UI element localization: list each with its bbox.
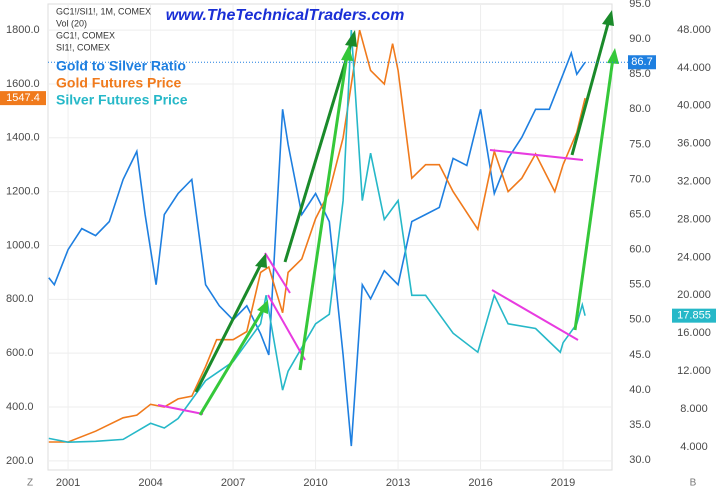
- y2-tick-label: 30.0: [629, 454, 650, 466]
- y2-tick-label: 35.0: [629, 419, 650, 431]
- series-line: [48, 50, 586, 447]
- y3-tick-label: 20.000: [677, 289, 711, 301]
- arrow: [283, 39, 354, 263]
- y3-tick-label: 24.000: [677, 251, 711, 263]
- button[interactable]: B: [690, 478, 697, 489]
- y3-tick-label: 28.000: [677, 213, 711, 225]
- series-line: [48, 29, 586, 444]
- watermark: www.TheTechnicalTraders.com: [166, 7, 405, 24]
- y3-tick-label: 12.000: [677, 365, 711, 377]
- arrow-head: [602, 10, 614, 26]
- y-tick-label: 600.0: [6, 347, 34, 359]
- arrow: [570, 19, 611, 156]
- y2-tick-label: 95.0: [629, 0, 650, 10]
- last-value-box: [0, 91, 46, 106]
- arrow-head: [345, 30, 357, 47]
- grid: [48, 4, 612, 470]
- series-line: [48, 29, 586, 443]
- header-silver: SI1!, COMEX: [56, 42, 110, 52]
- y-tick-label: 1800.0: [6, 24, 40, 36]
- header-gold: GC1!, COMEX: [56, 30, 115, 40]
- y-tick-label: 1400.0: [6, 132, 40, 144]
- y3-tick-label: 8.000: [680, 403, 708, 415]
- y2-tick-label: 45.0: [629, 349, 650, 361]
- y3-tick-label: 40.000: [677, 100, 711, 112]
- y2-tick-label: 90.0: [629, 33, 650, 45]
- button[interactable]: Z: [27, 478, 33, 489]
- trend-line: [267, 294, 306, 361]
- y3-tick-label: 16.000: [677, 327, 711, 339]
- legend-entry: Gold to Silver Ratio: [56, 58, 186, 74]
- arrow-head: [257, 300, 268, 314]
- last-value-box: [628, 55, 656, 70]
- x-tick-label: 2016: [468, 477, 492, 489]
- last-value-label: 86.7: [631, 56, 652, 68]
- y3-tick-label: 4.000: [680, 441, 708, 453]
- y2-tick-label: 40.0: [629, 384, 650, 396]
- arrow-head: [341, 45, 353, 61]
- x-tick-label: 2010: [303, 477, 327, 489]
- legend-entry: Silver Futures Price: [56, 92, 188, 108]
- y3-tick-label: 44.000: [677, 62, 711, 74]
- x-tick-label: 2007: [221, 477, 245, 489]
- last-value-box: [672, 308, 716, 323]
- arrow: [298, 54, 349, 371]
- y-tick-label: 1200.0: [6, 186, 40, 198]
- y2-tick-label: 60.0: [629, 244, 650, 256]
- y2-tick-label: 70.0: [629, 173, 650, 185]
- trend-line: [491, 289, 579, 341]
- x-tick-label: 2019: [551, 477, 575, 489]
- y2-tick-label: 55.0: [629, 279, 650, 291]
- x-tick-label: 2001: [56, 477, 80, 489]
- x-tick-label: 2013: [386, 477, 410, 489]
- arrow: [573, 57, 615, 331]
- y3-tick-label: 48.000: [677, 24, 711, 36]
- trend-line: [264, 252, 291, 294]
- trend-line: [489, 149, 584, 161]
- y-tick-label: 1000.0: [6, 239, 40, 251]
- y-tick-label: 1600.0: [6, 78, 40, 90]
- y-tick-label: 800.0: [6, 293, 34, 305]
- arrow: [198, 307, 266, 416]
- last-value-label: 1547.4: [6, 92, 40, 104]
- x-tick-label: 2004: [138, 477, 162, 489]
- y2-tick-label: 80.0: [629, 103, 650, 115]
- y2-tick-label: 75.0: [629, 138, 650, 150]
- y3-tick-label: 36.000: [677, 138, 711, 150]
- y3-tick-label: 32.000: [677, 176, 711, 188]
- annotations: [157, 10, 619, 416]
- plot-area: [47, 3, 613, 471]
- header-volume: Vol (20): [56, 18, 87, 28]
- arrow-head: [607, 48, 619, 64]
- trend-line: [157, 404, 204, 415]
- last-value-label: 17.855: [677, 310, 711, 322]
- y2-tick-label: 85.0: [629, 68, 650, 80]
- arrow: [194, 261, 264, 393]
- y-tick-label: 200.0: [6, 455, 34, 467]
- y2-tick-label: 65.0: [629, 208, 650, 220]
- header-symbol: GC1!/SI1!, 1M, COMEX: [56, 6, 151, 16]
- arrow-head: [255, 253, 267, 268]
- y-tick-label: 400.0: [6, 401, 34, 413]
- legend-entry: Gold Futures Price: [56, 75, 181, 91]
- y2-tick-label: 50.0: [629, 314, 650, 326]
